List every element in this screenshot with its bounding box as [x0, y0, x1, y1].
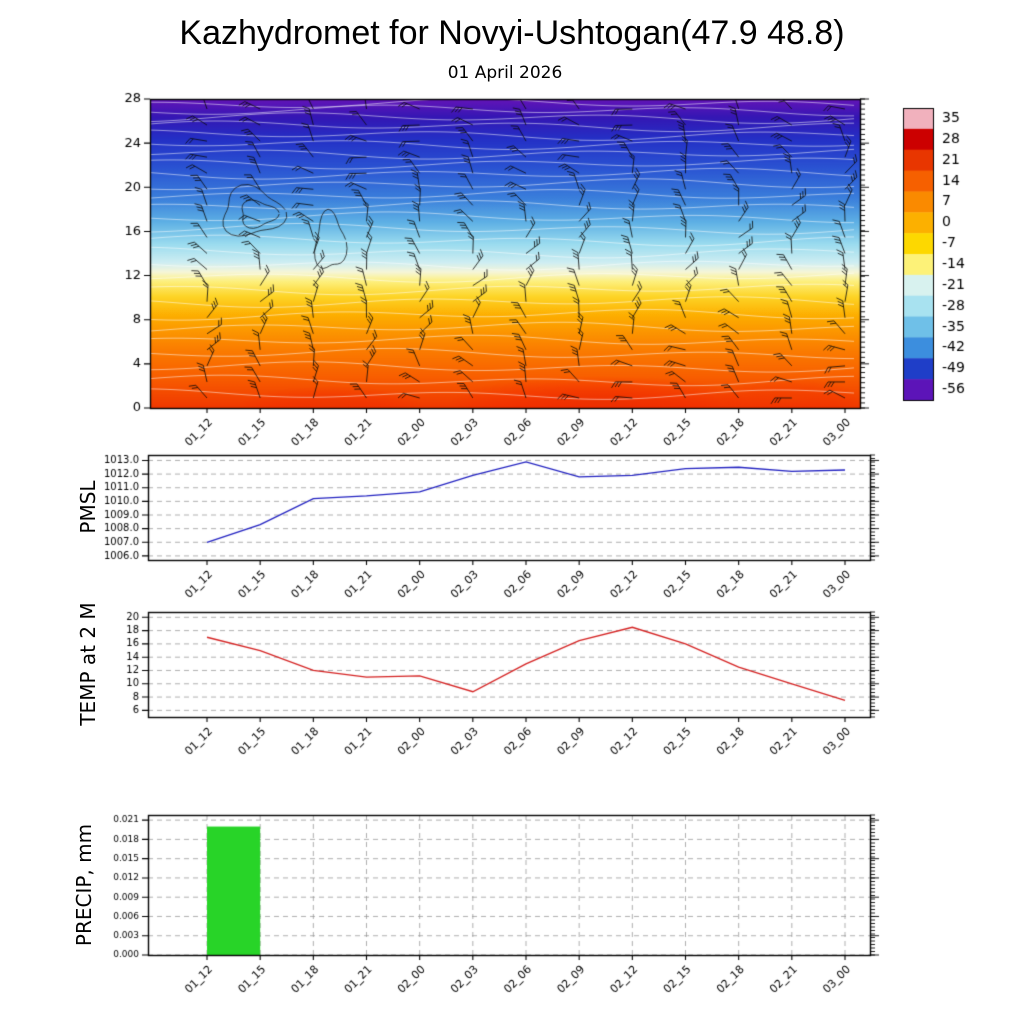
precip-axis-label: PRECIP, mm [72, 823, 96, 947]
temp-2m-axis-label: TEMP at 2 M [76, 602, 100, 726]
pmsl-axis-label: PMSL [76, 480, 100, 534]
